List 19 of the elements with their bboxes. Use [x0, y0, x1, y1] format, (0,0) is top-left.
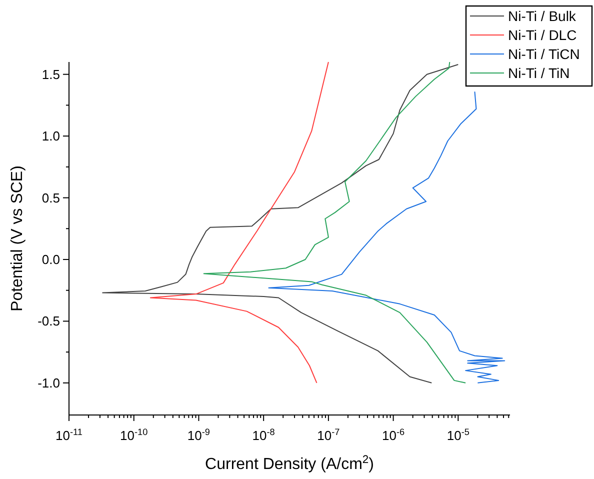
x-tick-label: 10$^{-5}$	[446, 427, 470, 443]
x-tick-label: 10$^{-7}$	[317, 427, 340, 443]
legend-label: Ni-Ti / TiN	[508, 65, 570, 81]
y-tick-label: 1.5	[42, 66, 60, 82]
x-tick-label: 10$^{-10}$	[120, 427, 148, 443]
y-tick-label: -1.0	[38, 375, 60, 390]
legend-label: Ni-Ti / Bulk	[508, 8, 577, 24]
y-tick-label: 0.5	[42, 190, 60, 206]
y-tick-label: 0.0	[42, 252, 60, 267]
legend-label: Ni-Ti / TiCN	[508, 46, 580, 62]
y-tick-label: 1.0	[42, 128, 60, 144]
x-tick-label: 10$^{-6}$	[382, 427, 405, 443]
x-axis-title: Current Density (A/cm$^{2}$)	[205, 454, 374, 473]
x-tick-label: 10$^{-11}$	[56, 427, 82, 443]
x-tick-label: 10$^{-8}$	[252, 427, 275, 443]
legend-label: Ni-Ti / DLC	[508, 27, 577, 43]
y-tick-label: -0.5	[38, 314, 60, 329]
x-tick-label: 10$^{-9}$	[187, 427, 210, 443]
y-axis-title: Potential (V vs SCE)	[9, 166, 26, 312]
